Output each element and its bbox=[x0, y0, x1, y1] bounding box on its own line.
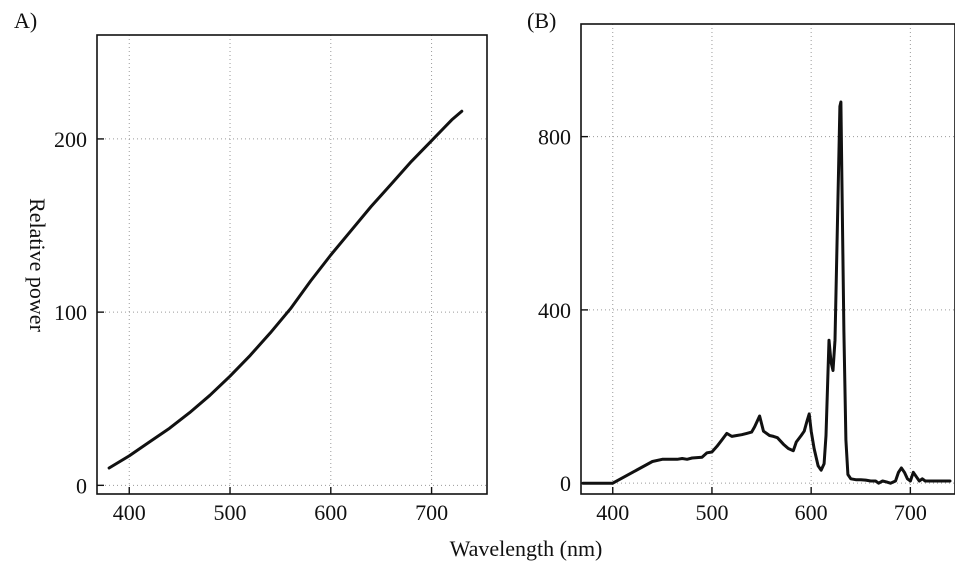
panel-a: 400 500 600 700 0 100 200 A) Relative power bbox=[14, 8, 488, 525]
panel-b-ytick-label-1: 400 bbox=[538, 298, 571, 323]
panel-b-xtick-label-1: 500 bbox=[695, 500, 728, 525]
panel-a-xtick-label-3: 700 bbox=[415, 500, 448, 525]
panel-a-ytick-label-2: 200 bbox=[54, 127, 87, 152]
panel-a-xtick-label-0: 400 bbox=[113, 500, 146, 525]
panel-a-frame bbox=[96, 34, 488, 495]
panel-a-grid bbox=[97, 35, 487, 494]
panel-b-grid bbox=[581, 24, 955, 494]
panel-b-tick-labels: 400 500 600 700 0 400 800 bbox=[538, 125, 927, 525]
panel-b-series-line bbox=[581, 100, 952, 485]
panel-b: 400 500 600 700 0 400 800 (B) bbox=[527, 8, 955, 525]
panel-b-xtick-label-3: 700 bbox=[894, 500, 927, 525]
panel-b-xtick-label-2: 600 bbox=[795, 500, 828, 525]
panel-a-xtick-label-1: 500 bbox=[214, 500, 247, 525]
panel-a-series-line bbox=[107, 109, 464, 470]
x-axis-title: Wavelength (nm) bbox=[450, 536, 603, 561]
panel-b-ytick-label-0: 0 bbox=[560, 471, 571, 496]
panel-b-label: (B) bbox=[527, 8, 556, 33]
panel-b-ytick-label-2: 800 bbox=[538, 125, 571, 150]
panel-a-tick-labels: 400 500 600 700 0 100 200 bbox=[54, 127, 448, 525]
y-axis-title: Relative power bbox=[25, 198, 50, 332]
panel-a-ticks bbox=[97, 138, 433, 494]
panel-a-label: A) bbox=[14, 8, 37, 33]
panel-a-xtick-label-2: 600 bbox=[314, 500, 347, 525]
panel-a-ytick-label-0: 0 bbox=[76, 473, 87, 498]
panel-b-xtick-label-0: 400 bbox=[596, 500, 629, 525]
panel-b-frame bbox=[580, 23, 955, 495]
panel-b-ticks bbox=[581, 135, 912, 494]
panel-a-ytick-label-1: 100 bbox=[54, 300, 87, 325]
